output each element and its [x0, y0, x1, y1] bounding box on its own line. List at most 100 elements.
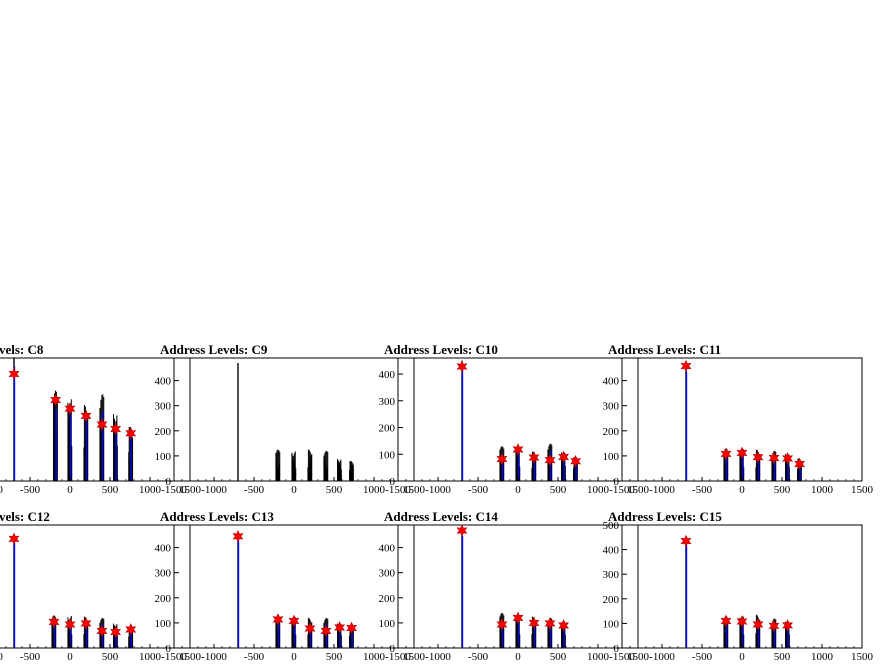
- y-tick-label: 400: [379, 369, 396, 381]
- x-tick-label: 500: [550, 484, 567, 496]
- chart-panel-5: Address Levels: C12 -1500 -1000 -500 0 500 100…: [0, 509, 202, 663]
- peak-marker: [558, 619, 570, 632]
- x-tick-label: -1500: [385, 651, 411, 663]
- peak-marker: [720, 614, 732, 628]
- x-tick-label: 1000: [811, 651, 834, 663]
- peak-marker: [736, 446, 748, 460]
- peak-marker: [528, 616, 540, 630]
- y-tick-label: 0: [166, 476, 172, 488]
- y-axis: 0 100 200 300 400: [155, 376, 179, 488]
- y-tick-label: 300: [603, 401, 620, 413]
- x-tick-label: 0: [67, 484, 73, 496]
- markers: [680, 359, 806, 471]
- markers: [456, 360, 582, 468]
- peak-cluster: [349, 460, 354, 481]
- peak-marker: [680, 534, 692, 548]
- chart-title: Address Levels: C9: [160, 342, 268, 357]
- peak-marker: [110, 625, 122, 639]
- y-tick-label: 200: [379, 593, 396, 605]
- x-tick-label: 1000: [139, 651, 162, 663]
- chart-panel-3: Address Levels: C10 -1500 -1000 -500 0 500 100…: [379, 342, 650, 496]
- x-tick-label: 500: [550, 651, 567, 663]
- y-tick-label: 400: [155, 376, 172, 388]
- peak-marker: [456, 524, 468, 537]
- markers: [8, 532, 137, 639]
- peak-cluster: [291, 451, 297, 481]
- peak-marker: [96, 624, 108, 638]
- y-tick-label: 300: [379, 568, 396, 580]
- y-tick-label: 100: [603, 451, 620, 463]
- chart-title: Address Levels: C14: [384, 509, 498, 524]
- peak-marker: [570, 454, 582, 468]
- peak-marker: [496, 452, 508, 466]
- x-tick-label: 0: [515, 484, 521, 496]
- x-tick-label: 1500: [403, 651, 426, 663]
- peak-marker: [80, 617, 92, 630]
- x-tick-label: -1000: [425, 651, 451, 663]
- x-tick-label: 1500: [851, 651, 874, 663]
- x-axis: -1500 -1000 -500 0 500 1000 1500: [609, 477, 874, 496]
- histogram: [13, 358, 134, 481]
- peak-marker: [528, 451, 540, 464]
- x-tick-label: -1000: [0, 484, 3, 496]
- peak-marker: [512, 611, 524, 625]
- y-tick-label: 0: [614, 643, 620, 655]
- y-axis: 0 100 200 300 400: [155, 543, 179, 655]
- peak-cluster: [337, 459, 342, 481]
- peak-marker: [272, 613, 284, 626]
- peak-marker: [768, 451, 780, 465]
- peak-marker: [720, 447, 732, 461]
- peak-marker: [512, 443, 524, 456]
- x-tick-label: -500: [20, 484, 41, 496]
- chart-panel-1: Address Levels: C8-1500-1000-50005001000…: [0, 342, 202, 496]
- peak-marker: [110, 422, 122, 436]
- y-tick-label: 100: [155, 618, 172, 630]
- y-tick-label: 0: [614, 476, 620, 488]
- x-axis: -1500 -1000 -500 0 500 1000 1500: [385, 644, 650, 663]
- y-tick-label: 0: [390, 643, 396, 655]
- y-axis: 0 100 200 300 400: [603, 376, 627, 488]
- peak-marker: [456, 360, 468, 373]
- peak-marker: [782, 452, 794, 465]
- peak-marker: [752, 618, 764, 631]
- peak-marker: [752, 450, 764, 464]
- y-tick-label: 300: [379, 396, 396, 408]
- overlay: [685, 371, 801, 481]
- peak-marker: [64, 618, 76, 631]
- x-tick-label: -1500: [609, 484, 635, 496]
- x-tick-label: 0: [291, 484, 297, 496]
- x-tick-label: -500: [692, 651, 713, 663]
- x-tick-label: -500: [244, 651, 265, 663]
- peak-marker: [794, 457, 806, 471]
- x-tick-label: -1000: [649, 484, 675, 496]
- x-tick-label: 0: [739, 484, 745, 496]
- x-tick-label: -1000: [0, 651, 3, 663]
- y-tick-label: 300: [155, 401, 172, 413]
- peak-marker: [334, 621, 346, 634]
- peak-marker: [50, 393, 62, 407]
- markers: [456, 524, 570, 632]
- chart-panel-8: Address Levels: C15 -1500 -1000 -500 0 500 100…: [603, 509, 874, 663]
- peak-marker: [125, 426, 137, 440]
- x-tick-label: 1000: [587, 651, 610, 663]
- chart-title: Address Levels: C11: [608, 342, 721, 357]
- x-tick-label: -500: [244, 484, 265, 496]
- x-tick-label: 1500: [179, 484, 202, 496]
- x-tick-label: 1500: [851, 484, 874, 496]
- peak-marker: [544, 617, 556, 630]
- x-tick-label: 500: [326, 484, 343, 496]
- peak-marker: [782, 619, 794, 632]
- x-tick-label: -500: [468, 484, 489, 496]
- peak-marker: [320, 624, 332, 638]
- y-tick-label: 100: [603, 618, 620, 630]
- peak-cluster: [323, 450, 329, 481]
- x-tick-label: -1000: [201, 484, 227, 496]
- y-tick-label: 200: [603, 426, 620, 438]
- histogram: [237, 363, 354, 481]
- y-tick-label: 400: [603, 376, 620, 388]
- peak-cluster: [275, 449, 281, 481]
- x-tick-label: -1500: [161, 484, 187, 496]
- y-axis: 0 100 200 300 400 500: [603, 520, 627, 655]
- x-tick-label: 1500: [627, 651, 650, 663]
